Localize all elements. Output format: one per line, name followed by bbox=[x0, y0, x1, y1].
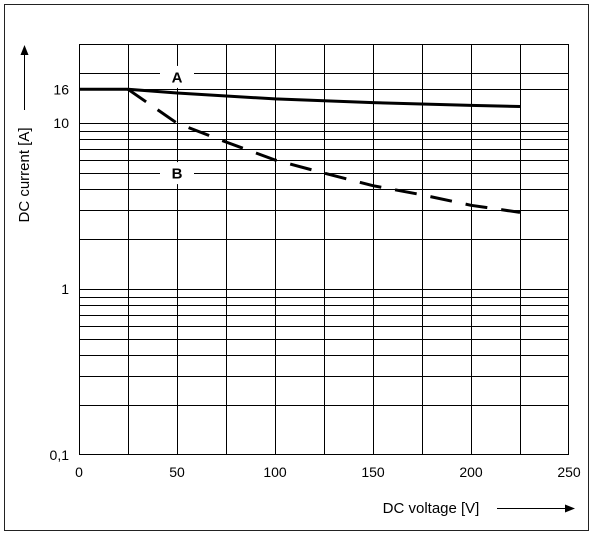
series-line-a bbox=[79, 87, 521, 108]
series-label-bg-a bbox=[160, 65, 194, 88]
x-tick-label: 50 bbox=[169, 464, 185, 480]
series-layer bbox=[79, 87, 521, 214]
series-label-bg-b bbox=[160, 162, 194, 185]
y-axis-title: DC current [A] bbox=[16, 127, 33, 222]
y-axis-arrow-head bbox=[20, 45, 29, 55]
x-axis-title: DC voltage [V] bbox=[383, 500, 480, 517]
y-tick-label: 1 bbox=[61, 281, 69, 297]
series-label-a: A bbox=[172, 69, 183, 86]
y-tick-label: 16 bbox=[53, 81, 69, 97]
series-line-b bbox=[127, 88, 521, 214]
series-label-b: B bbox=[172, 166, 183, 183]
plot-border bbox=[79, 44, 569, 455]
x-tick-label: 100 bbox=[263, 464, 287, 480]
label-layer: AB bbox=[160, 65, 194, 185]
x-tick-label: 250 bbox=[557, 464, 581, 480]
x-tick-label: 150 bbox=[361, 464, 385, 480]
x-tick-label: 200 bbox=[459, 464, 483, 480]
y-tick-label: 0,1 bbox=[50, 447, 70, 463]
grid-layer bbox=[79, 44, 569, 455]
x-axis-arrow-head bbox=[565, 504, 575, 513]
tick-layer: 0 50 100 150 200 250 0,1 1 10 16 bbox=[50, 81, 581, 480]
x-tick-label: 0 bbox=[75, 464, 83, 480]
y-tick-label: 10 bbox=[53, 115, 69, 131]
